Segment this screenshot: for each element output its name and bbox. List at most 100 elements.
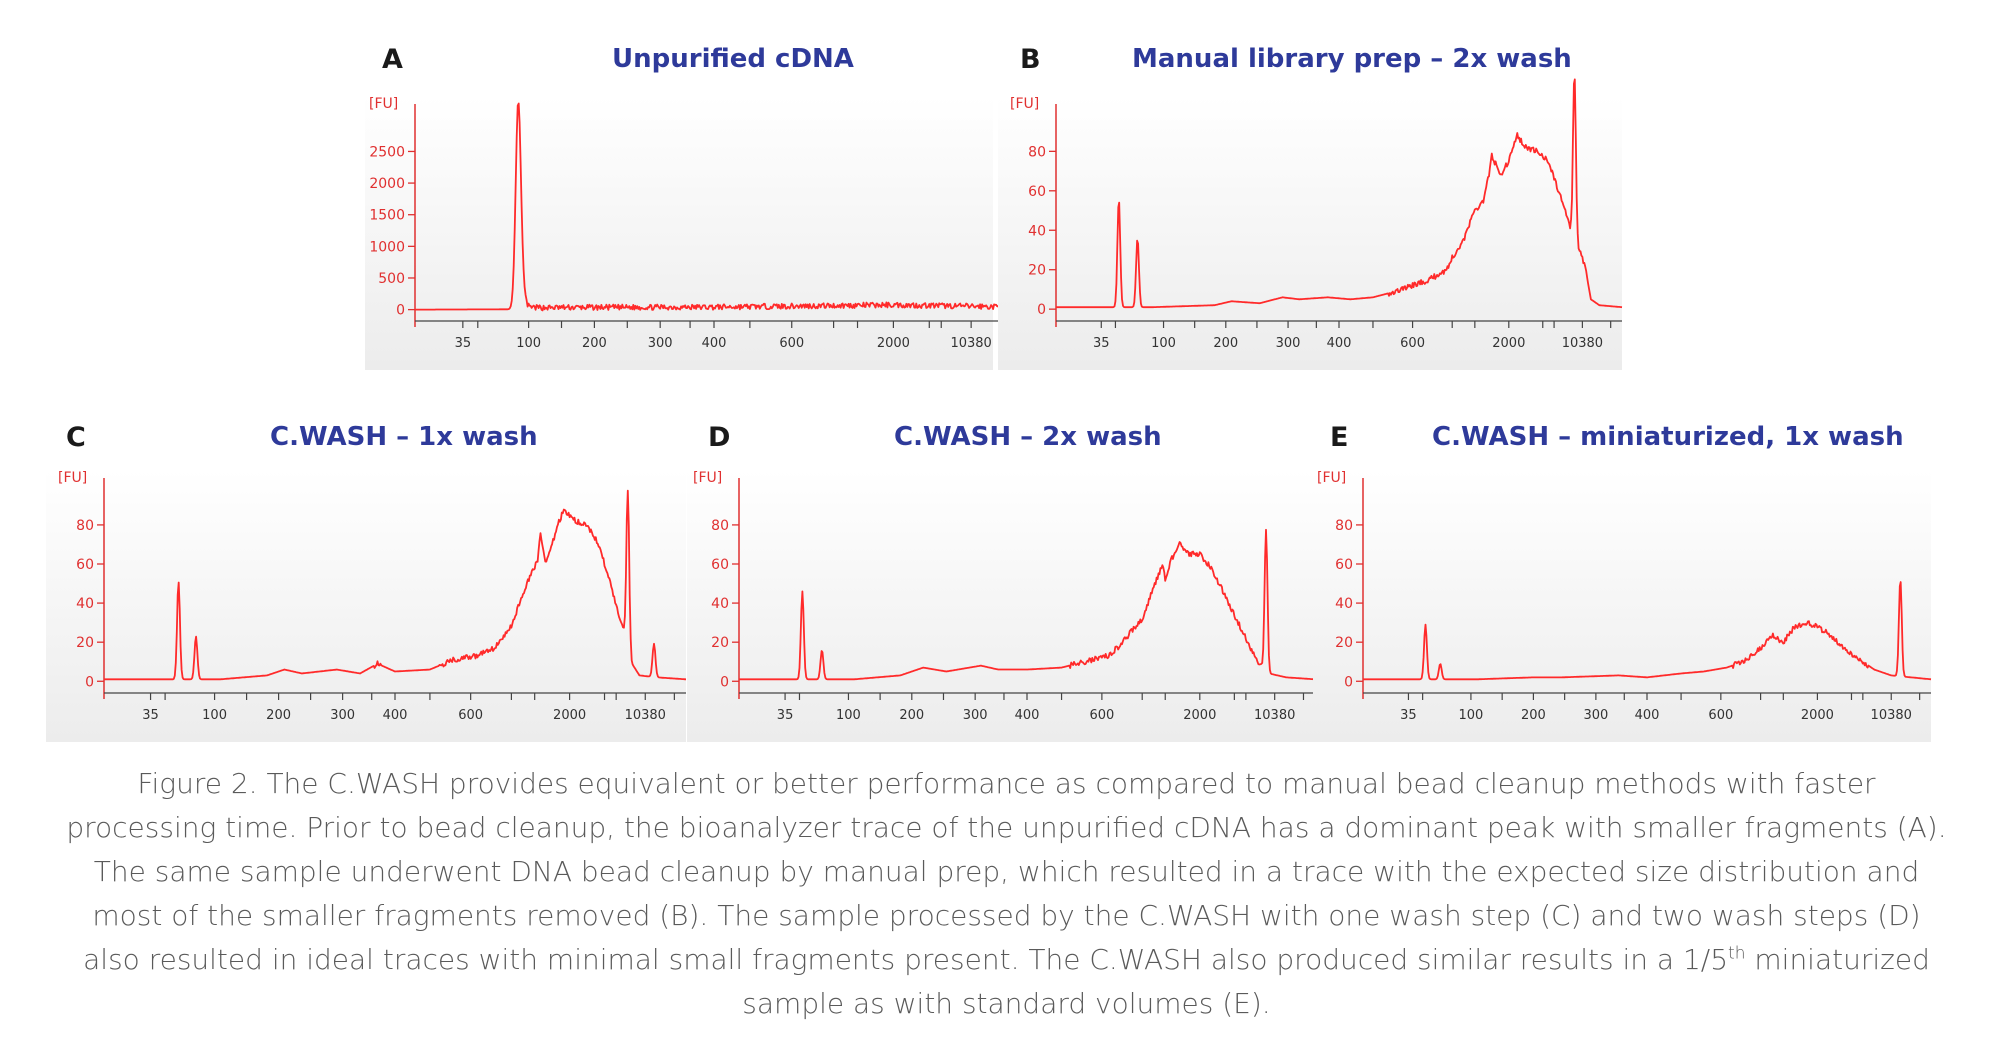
panel-d-y-tick-label: 20 xyxy=(711,635,729,651)
panel-d-title: C.WASH – 2x wash xyxy=(894,422,1162,452)
panel-a-x-tick-label: 2000 xyxy=(877,336,910,351)
panel-e-y-tick-label: 20 xyxy=(1335,635,1353,651)
panel-a-x-tick-label: 300 xyxy=(648,336,673,351)
panel-c-y-tick-label: 20 xyxy=(76,635,94,651)
panel-b-x-tick-label: 400 xyxy=(1327,336,1352,351)
panel-a-title: Unpurified cDNA xyxy=(612,44,854,74)
panel-b-y-tick-label: 60 xyxy=(1028,184,1046,200)
panel-c-x-tick-label: 35 xyxy=(142,708,159,723)
panel-b-x-tick-label: 200 xyxy=(1213,336,1238,351)
panel-a-y-tick-label: 500 xyxy=(378,271,405,287)
panel-a-x-tick-label: 10380 xyxy=(950,336,991,351)
panel-a-trace xyxy=(415,102,1014,312)
panel-b-x-tick-label: 600 xyxy=(1400,336,1425,351)
panel-d-y-tick-label: 40 xyxy=(711,596,729,612)
panel-b-y-tick-label: 20 xyxy=(1028,263,1046,279)
panel-c-plot-background xyxy=(46,470,686,742)
panel-e-y-tick-label: 0 xyxy=(1344,674,1353,690)
panel-a-y-tick-label: 1500 xyxy=(369,208,405,224)
panel-c-trace xyxy=(104,489,686,681)
panel-b-y-tick-label: 0 xyxy=(1037,302,1046,318)
panel-a-y-tick-label: 2000 xyxy=(369,176,405,192)
panel-b-y-tick-label: 80 xyxy=(1028,144,1046,160)
panel-e-plot-background xyxy=(1313,470,1931,742)
panel-e-x-tick-label: 10380 xyxy=(1871,708,1912,723)
panel-e-chart: [FU] 0 20 40 60 80 35 100 200 300 400 600 2000 10380 xyxy=(1313,470,1932,742)
panel-a-x-tick-label: 600 xyxy=(779,336,804,351)
panel-a-x-tick-label: 200 xyxy=(582,336,607,351)
panel-b-y-tick-label: 40 xyxy=(1028,223,1046,239)
panel-c-x-tick-label: 300 xyxy=(330,708,355,723)
panel-e-y-tick-label: 60 xyxy=(1335,557,1353,573)
panel-c-x-tick-label: 100 xyxy=(202,708,227,723)
panel-d-y-tick-label: 80 xyxy=(711,518,729,534)
panel-b-x-tick-label: 2000 xyxy=(1492,336,1525,351)
figure-caption: Figure 2. The C.WASH provides equivalent… xyxy=(60,762,1953,1026)
caption-text: Figure 2. The C.WASH provides equivalent… xyxy=(66,767,1947,976)
panel-e-trace xyxy=(1363,581,1932,681)
panel-c-x-tick-label: 200 xyxy=(266,708,291,723)
panel-b-letter: B xyxy=(1020,44,1041,75)
panel-a-y-tick-label: 1000 xyxy=(369,239,405,255)
panel-a-chart: [FU] 0 500 1000 1500 2000 2500 35 100 200 300 400 60… xyxy=(365,96,1014,370)
panel-c-x-tick-label: 2000 xyxy=(553,708,586,723)
panel-d-x-tick-label: 200 xyxy=(899,708,924,723)
panel-b-x-tick-label: 100 xyxy=(1151,336,1176,351)
panel-c-x-tick-label: 10380 xyxy=(625,708,666,723)
panel-d-y-tick-label: 0 xyxy=(720,674,729,690)
panel-c-y-axis-label: [FU] xyxy=(58,470,87,486)
panel-d-chart: [FU] 0 20 40 60 80 35 100 200 300 400 600 2000 10380 xyxy=(687,470,1315,742)
panel-d-x-tick-label: 100 xyxy=(836,708,861,723)
panel-d-x-tick-label: 10380 xyxy=(1254,708,1295,723)
panel-e-x-tick-label: 100 xyxy=(1459,708,1484,723)
panel-d-plot-background xyxy=(687,470,1315,742)
panel-a-x-tick-label: 400 xyxy=(702,336,727,351)
panel-e-x-tick-label: 400 xyxy=(1635,708,1660,723)
panel-e-y-tick-label: 80 xyxy=(1335,518,1353,534)
panel-a-y-axis-label: [FU] xyxy=(369,96,398,112)
panel-d-x-tick-label: 400 xyxy=(1015,708,1040,723)
panel-e-title: C.WASH – miniaturized, 1x wash xyxy=(1432,422,1904,452)
panel-c-letter: C xyxy=(66,422,86,453)
panel-c-x-tick-label: 600 xyxy=(458,708,483,723)
panel-e-x-tick-label: 300 xyxy=(1583,708,1608,723)
panel-e-x-tick-label: 2000 xyxy=(1801,708,1834,723)
panel-a-x-tick-label: 35 xyxy=(455,336,472,351)
caption-text-end: miniaturized sample as with standard vol… xyxy=(742,943,1930,1020)
panel-c-y-tick-label: 60 xyxy=(76,557,94,573)
panel-b-y-axis-label: [FU] xyxy=(1010,96,1039,112)
panel-c-x-tick-label: 400 xyxy=(383,708,408,723)
panel-b-x-tick-label: 300 xyxy=(1276,336,1301,351)
panel-c-y-tick-label: 0 xyxy=(85,674,94,690)
panel-d-x-tick-label: 2000 xyxy=(1183,708,1216,723)
panel-d-x-tick-label: 300 xyxy=(963,708,988,723)
caption-superscript: th xyxy=(1728,943,1746,964)
panel-c-title: C.WASH – 1x wash xyxy=(270,422,538,452)
panel-a-y-tick-label: 0 xyxy=(396,303,405,319)
panel-d-x-tick-label: 600 xyxy=(1089,708,1114,723)
panel-b-trace xyxy=(1056,78,1623,309)
panel-c-y-tick-label: 40 xyxy=(76,596,94,612)
panel-e-x-tick-label: 35 xyxy=(1400,708,1417,723)
panel-a-y-tick-label: 2500 xyxy=(369,144,405,160)
panel-c-y-tick-label: 80 xyxy=(76,518,94,534)
panel-a-letter: A xyxy=(382,44,403,75)
panel-b-title: Manual library prep – 2x wash xyxy=(1132,44,1572,74)
panel-e-y-axis-label: [FU] xyxy=(1317,470,1346,486)
panel-a-x-tick-label: 100 xyxy=(516,336,541,351)
panel-e-x-tick-label: 200 xyxy=(1521,708,1546,723)
panel-a-plot-background xyxy=(365,96,993,370)
panel-d-trace xyxy=(739,528,1315,681)
panel-d-y-tick-label: 60 xyxy=(711,557,729,573)
panel-c-chart: [FU] 0 20 40 60 80 35 100 200 300 400 600 2000 10380 xyxy=(46,470,686,742)
panel-e-x-tick-label: 600 xyxy=(1708,708,1733,723)
panel-d-y-axis-label: [FU] xyxy=(693,470,722,486)
panel-b-x-tick-label: 35 xyxy=(1093,336,1110,351)
panel-d-x-tick-label: 35 xyxy=(777,708,794,723)
panel-b-x-tick-label: 10380 xyxy=(1562,336,1603,351)
panel-d-letter: D xyxy=(708,422,731,453)
panel-e-y-tick-label: 40 xyxy=(1335,596,1353,612)
panel-b-chart: [FU] 0 20 40 60 80 35 100 200 300 400 600 2000 10380 xyxy=(998,78,1623,370)
panel-b-plot-background xyxy=(998,96,1622,370)
panel-e-letter: E xyxy=(1330,422,1349,453)
